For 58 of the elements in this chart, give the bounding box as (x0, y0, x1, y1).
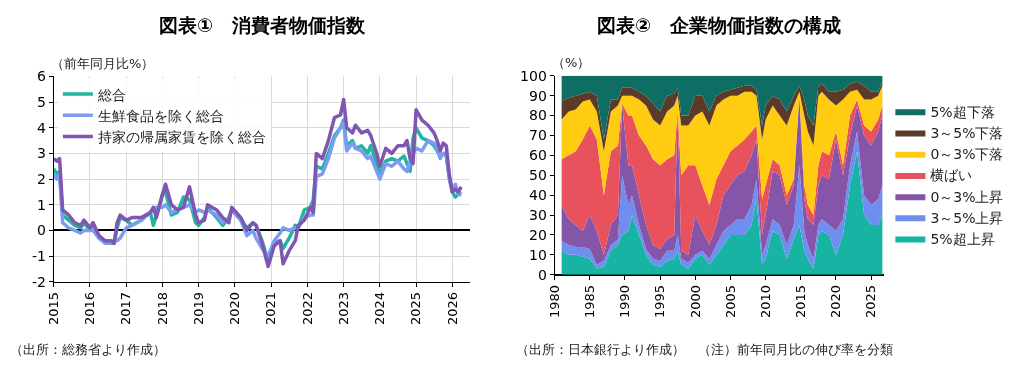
y-tick-label: -2 (31, 273, 46, 290)
legend-label: 5%超下落 (930, 103, 995, 120)
y-tick-label: 80 (528, 107, 547, 124)
x-tick-label: 2010 (757, 284, 773, 319)
chart-title: 図表② 企業物価指数の構成 (597, 14, 842, 36)
x-tick-label: 2020 (828, 284, 844, 319)
y-tick-label: -1 (31, 248, 46, 265)
legend-label: 5%超上昇 (930, 231, 995, 248)
legend-label: 0～3%上昇 (930, 188, 1004, 205)
y-tick-label: 100 (520, 67, 547, 84)
x-tick-label: 2017 (118, 291, 134, 326)
x-tick-label: 2015 (793, 284, 809, 319)
y-tick-label: 1 (37, 196, 46, 213)
x-tick-label: 2021 (263, 291, 279, 326)
x-tick-label: 2016 (82, 291, 98, 326)
x-tick-label: 2022 (299, 291, 315, 326)
y-tick-label: 2 (37, 171, 46, 188)
x-tick-label: 1990 (617, 284, 633, 319)
y-tick-label: 50 (528, 167, 547, 184)
legend-label: 持家の帰属家賃を除く総合 (97, 128, 266, 145)
y-tick-label: 90 (528, 87, 547, 104)
y-tick-label: 0 (537, 266, 547, 283)
x-tick-label: 2024 (372, 291, 388, 326)
x-tick-label: 2026 (444, 291, 460, 326)
y-tick-label: 70 (528, 127, 547, 144)
x-tick-label: 2018 (154, 291, 170, 326)
legend-label: 生鮮食品を除く総合 (97, 107, 224, 124)
chart-title: 図表① 消費者物価指数 (159, 14, 367, 36)
y-tick-label: 30 (528, 206, 547, 223)
legend-label: 0～3%下落 (930, 146, 1004, 163)
legend-label: 横ばい (930, 167, 973, 184)
y-tick-label: 3 (37, 145, 46, 162)
x-tick-label: 2020 (227, 291, 243, 326)
text: （出所：日本銀行より作成） （注）前年同月比の伸び率を分類 (516, 342, 893, 357)
x-tick-label: 2025 (863, 284, 879, 319)
y-tick-label: 60 (528, 147, 547, 164)
y-tick-label: 5 (37, 94, 46, 111)
x-tick-label: 2025 (408, 291, 424, 326)
x-tick-label: 2005 (722, 284, 738, 319)
x-tick-label: 2019 (190, 291, 206, 326)
x-tick-label: 2000 (687, 284, 703, 319)
legend-label: 総合 (96, 86, 126, 103)
x-tick-label: 1980 (546, 284, 562, 319)
y-axis-title: （%） (552, 55, 591, 70)
x-tick-label: 1985 (582, 284, 597, 319)
y-tick-label: 4 (37, 119, 46, 136)
x-tick-label: 1995 (652, 284, 668, 319)
legend-label: 3～5%下落 (930, 125, 1004, 142)
y-tick-label: 40 (528, 187, 547, 204)
y-axis-title: （前年同月比%） (51, 56, 155, 71)
y-tick-label: 0 (37, 222, 46, 239)
x-tick-label: 2023 (335, 291, 351, 326)
legend-label: 3～5%上昇 (930, 209, 1004, 226)
y-tick-label: 20 (528, 226, 547, 243)
y-tick-label: 10 (528, 246, 547, 263)
text: （出所：総務省より作成） (10, 342, 166, 357)
x-tick-label: 2015 (45, 291, 61, 326)
y-tick-label: 6 (37, 68, 46, 85)
